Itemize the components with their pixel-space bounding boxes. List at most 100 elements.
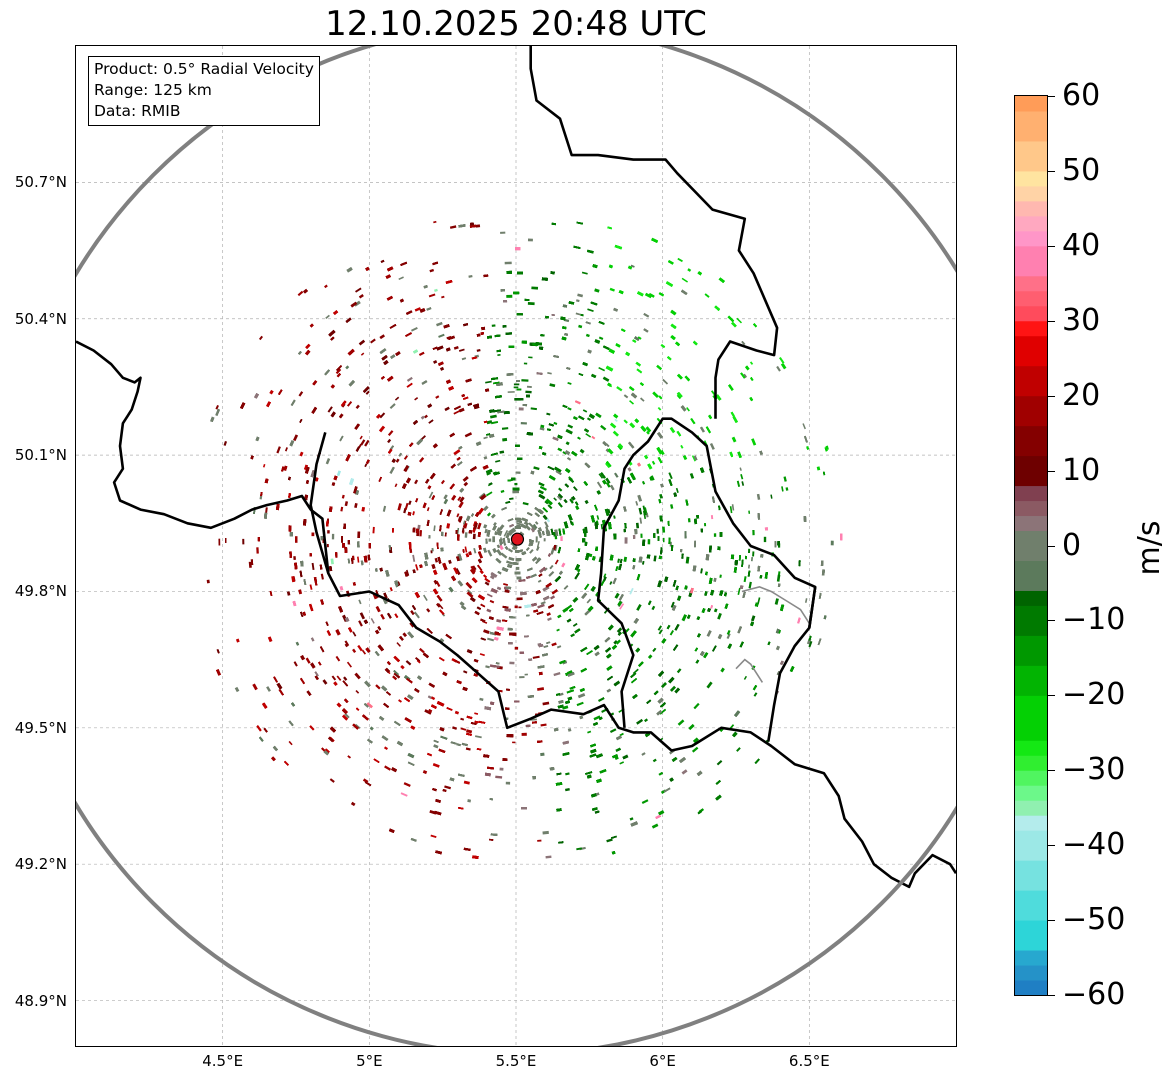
echo-gate [394,396,400,401]
echo-gate [456,527,460,535]
echo-gate [424,414,428,419]
echo-gate [775,645,781,651]
echo-gate [322,679,328,685]
echo-gate [513,383,520,386]
echo-gate [619,761,625,765]
echo-gate [529,549,534,554]
echo-gate [266,686,271,692]
echo-gate [596,481,603,489]
echo-gate [298,391,304,397]
echo-gate [543,538,546,542]
echo-gate [327,530,330,534]
echo-gate [713,608,718,613]
echo-gate [565,772,570,776]
echo-gate [422,770,428,775]
echo-gate [770,494,773,499]
echo-gate [309,725,315,731]
echo-gate [641,480,646,485]
echo-gate [500,552,508,559]
echo-gate [370,618,375,624]
radar-echoes [206,220,843,860]
echo-gate [658,629,663,635]
echo-gate [587,730,592,734]
echo-gate [629,587,634,595]
echo-gate [444,785,452,790]
echo-gate [623,394,629,399]
echo-gate [743,576,747,583]
echo-gate [579,448,585,454]
echo-gate [544,521,549,528]
echo-gate [619,603,625,610]
echo-gate [581,271,588,275]
echo-gate [588,553,593,558]
echo-gate [603,573,607,578]
echo-gate [397,503,402,511]
echo-gate [335,368,342,375]
echo-gate [576,701,584,707]
echo-gate [400,792,408,797]
echo-gate [503,541,507,546]
echo-gate [783,476,787,482]
echo-gate [485,491,493,497]
echo-gate [547,371,552,375]
echo-gate [269,389,274,395]
echo-gate [428,293,436,298]
echo-gate [808,640,813,648]
echo-gate [640,533,643,538]
echo-gate [479,697,484,701]
echo-gate [598,336,604,340]
echo-gate [518,606,522,609]
echo-gate [614,592,620,599]
echo-gate [777,571,781,576]
echo-gate [406,376,413,382]
echo-gate [609,422,617,429]
echo-gate [418,457,425,463]
radar-map[interactable] [75,45,957,1047]
echo-gate [639,517,643,524]
echo-gate [687,268,692,272]
echo-gate [479,653,485,657]
echo-gate [372,526,375,534]
echo-gate [558,692,564,697]
echo-gate [662,526,666,533]
echo-gate [577,293,584,298]
echo-gate [434,557,439,563]
echo-gate [585,433,592,438]
echo-gate [284,447,288,452]
echo-gate [362,778,369,784]
echo-gate [326,543,329,548]
echo-gate [503,583,509,586]
echo-gate [409,548,413,554]
echo-gate [467,799,472,803]
echo-gate [562,451,567,455]
echo-gate [606,838,613,843]
echo-gate [435,395,440,399]
echo-gate [453,346,459,350]
echo-gate [741,481,745,486]
echo-gate [357,644,363,652]
echo-gate [528,539,533,547]
echo-gate [426,507,430,512]
echo-gate [535,536,538,543]
echo-gate [336,675,342,681]
echo-gate [500,489,505,493]
echo-gate [557,447,563,452]
echo-gate [681,769,688,775]
echo-gate [635,501,639,506]
echo-gate [436,321,443,327]
echo-gate [560,536,563,542]
echo-gate [656,528,659,534]
echo-gate [546,612,551,617]
echo-gate [681,277,689,283]
echo-gate [496,544,501,549]
echo-gate [430,696,436,701]
echo-gate [536,541,540,548]
echo-gate [430,550,433,554]
echo-gate [641,799,649,804]
echo-gate [514,605,518,609]
echo-gate [499,450,505,454]
echo-gate [350,801,356,807]
echo-gate [575,299,580,303]
echo-gate [804,598,808,603]
echo-gate [595,412,602,419]
